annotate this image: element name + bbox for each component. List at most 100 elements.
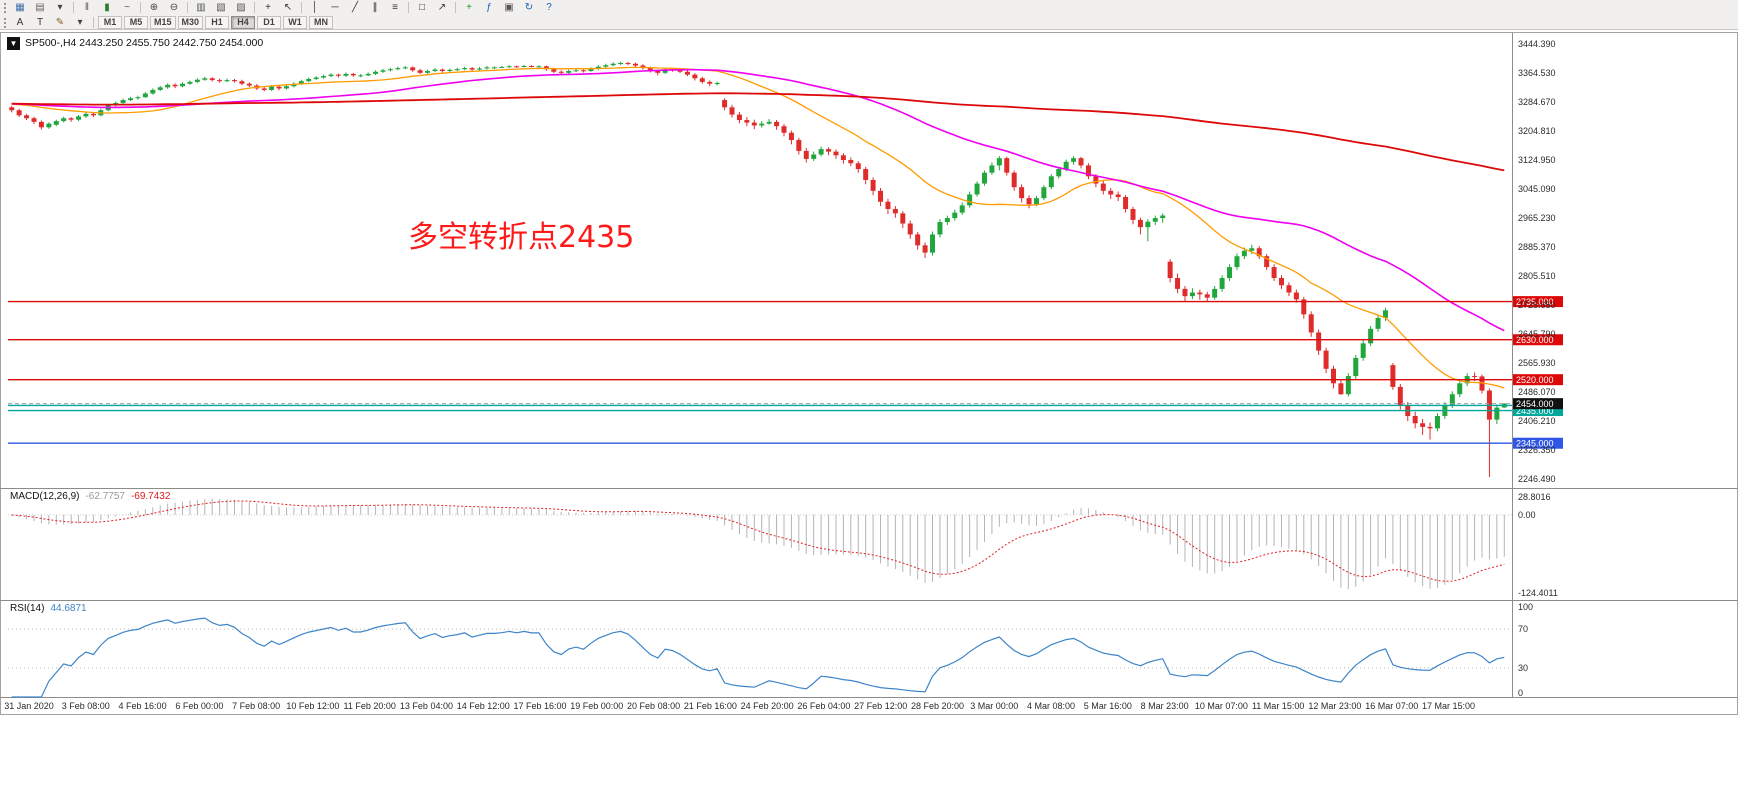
- draw-tool-caret-icon[interactable]: ▾: [71, 16, 89, 29]
- candlestick-chart-icon[interactable]: ▮: [98, 1, 116, 14]
- one-click-trading-button[interactable]: ▼: [7, 37, 20, 50]
- x-axis-label: 14 Feb 12:00: [457, 701, 510, 711]
- y-axis-label: 2965.230: [1518, 213, 1556, 223]
- candle-body: [818, 149, 824, 155]
- horizontal-price-lines[interactable]: 2735.000 2630.000 2520.000 2435.000 2345.000: [8, 296, 1563, 449]
- chart-frame: [0, 32, 1738, 715]
- timeframe-d1-button[interactable]: D1: [257, 16, 282, 29]
- timeframe-m30-button[interactable]: M30: [177, 16, 204, 29]
- candle-body: [1323, 350, 1329, 369]
- candle-body: [1271, 267, 1277, 279]
- candle-body: [157, 87, 163, 90]
- candle-body: [833, 151, 839, 156]
- candle-body: [328, 74, 334, 77]
- trendline-icon[interactable]: ╱: [346, 1, 364, 14]
- x-axis-label: 24 Feb 20:00: [741, 701, 794, 711]
- candle-body: [506, 66, 512, 68]
- crosshair-icon[interactable]: +: [259, 1, 277, 14]
- bar-chart-icon[interactable]: ‖: [78, 1, 96, 14]
- chart-window[interactable]: 2735.000 2630.000 2520.000 2435.000 2345.000…: [0, 30, 1738, 796]
- shapes-icon[interactable]: □: [413, 1, 431, 14]
- candle-body: [1375, 317, 1381, 329]
- candle-body: [9, 107, 15, 111]
- cascade-windows-icon[interactable]: ▧: [212, 1, 230, 14]
- macd-main-value: -62.7757: [85, 491, 125, 502]
- candle-body: [1397, 386, 1403, 406]
- candle-body: [1301, 299, 1307, 315]
- candle-body: [1048, 176, 1054, 188]
- candle-body: [1241, 250, 1247, 257]
- timeframe-mn-button[interactable]: MN: [309, 16, 334, 29]
- y-axis-label: 2246.490: [1518, 474, 1556, 484]
- zoom-in-icon[interactable]: ⊕: [145, 1, 163, 14]
- candle-body: [1152, 218, 1158, 222]
- arrange-windows-icon[interactable]: ▨: [232, 1, 250, 14]
- y-axis-label: 3045.090: [1518, 184, 1556, 194]
- arrow-tool-icon[interactable]: ↗: [433, 1, 451, 14]
- candle-body: [68, 118, 74, 120]
- channel-icon[interactable]: ∥: [366, 1, 384, 14]
- candle-body: [239, 81, 245, 84]
- chart-profiles-icon[interactable]: ▤: [31, 1, 49, 14]
- timeframe-m1-button[interactable]: M1: [98, 16, 122, 29]
- indicator-list-icon[interactable]: ƒ: [480, 1, 498, 14]
- draw-tool-icon[interactable]: ✎: [51, 16, 69, 29]
- help-icon[interactable]: ?: [540, 1, 558, 14]
- candle-body: [944, 218, 950, 223]
- refresh-icon[interactable]: ↻: [520, 1, 538, 14]
- candle-body: [1360, 343, 1366, 358]
- profiles-caret-icon[interactable]: ▾: [51, 1, 69, 14]
- price-line-label-box: [1513, 296, 1563, 308]
- candle-body: [588, 68, 594, 72]
- label-tool-icon[interactable]: T: [31, 16, 49, 29]
- toolbar-drag-handle[interactable]: [4, 2, 6, 13]
- timeframe-h4-button[interactable]: H4: [231, 16, 256, 29]
- candle-body: [558, 71, 564, 73]
- candle-body: [269, 86, 275, 90]
- line-chart-icon[interactable]: ~: [118, 1, 136, 14]
- candle-body: [662, 69, 668, 73]
- zoom-out-icon[interactable]: ⊖: [165, 1, 183, 14]
- cursor-icon[interactable]: ↖: [279, 1, 297, 14]
- y-axis-label: 2326.350: [1518, 445, 1556, 455]
- indicators-icon[interactable]: +: [460, 1, 478, 14]
- candle-body: [1100, 183, 1106, 191]
- candle-body: [1033, 198, 1039, 205]
- chart-canvas[interactable]: 2735.000 2630.000 2520.000 2435.000 2345.000…: [0, 30, 1738, 796]
- candle-body: [432, 69, 438, 72]
- candle-body: [417, 70, 423, 73]
- chart-annotation-text[interactable]: 多空转折点2435: [408, 220, 635, 255]
- time-axis[interactable]: 31 Jan 2020 3 Feb 08:00 4 Feb 16:00 6 Feb 0…: [4, 701, 1475, 711]
- candle-body: [209, 78, 215, 81]
- x-axis-label: 3 Mar 00:00: [970, 701, 1018, 711]
- candle-body: [1434, 415, 1440, 429]
- price-axis[interactable]: 3444.390 3364.530 3284.670 3204.810 3124.950…: [1518, 39, 1556, 484]
- candle-body: [194, 79, 200, 82]
- candle-body: [1063, 161, 1069, 170]
- new-chart-icon[interactable]: ▦: [11, 1, 29, 14]
- candle-body: [1197, 292, 1203, 295]
- fibonacci-icon[interactable]: ≡: [386, 1, 404, 14]
- candle-body: [699, 78, 705, 82]
- timeframe-m15-button[interactable]: M15: [150, 16, 176, 29]
- candle-body: [387, 69, 393, 71]
- rsi-value: 44.6871: [50, 603, 87, 614]
- templates-icon[interactable]: ▣: [500, 1, 518, 14]
- candle-body: [462, 68, 468, 70]
- horizontal-line-icon[interactable]: ─: [326, 1, 344, 14]
- timeframe-m5-button[interactable]: M5: [124, 16, 148, 29]
- candle-body: [217, 80, 223, 82]
- toolbar-drag-handle-2[interactable]: [4, 17, 6, 28]
- timeframe-w1-button[interactable]: W1: [283, 16, 308, 29]
- candle-body: [1108, 190, 1114, 195]
- candle-body: [439, 69, 445, 72]
- candlestick-series[interactable]: [9, 61, 1507, 477]
- candle-body: [989, 165, 995, 173]
- candle-body: [840, 155, 846, 160]
- text-tool-icon[interactable]: A: [11, 16, 29, 29]
- tile-windows-icon[interactable]: ▥: [192, 1, 210, 14]
- vertical-line-icon[interactable]: │: [306, 1, 324, 14]
- timeframe-h1-button[interactable]: H1: [205, 16, 230, 29]
- candle-body: [321, 76, 327, 78]
